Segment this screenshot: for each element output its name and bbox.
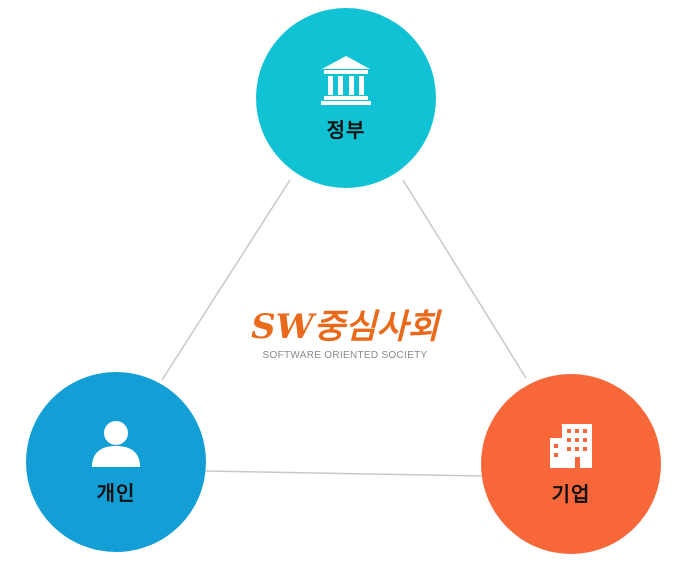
government-label: 정부 xyxy=(326,117,366,142)
person-node: 개인 xyxy=(26,372,206,552)
company-node: 기업 xyxy=(481,374,661,554)
office-building-icon xyxy=(546,422,596,470)
connector-person-company xyxy=(205,470,483,477)
connector-government-company xyxy=(402,179,527,379)
connector-government-person xyxy=(161,179,291,381)
building-columns-icon xyxy=(319,54,373,106)
sw-society-logo: SW중심사회 SOFTWARE ORIENTED SOCIETY xyxy=(250,306,440,361)
person-icon xyxy=(89,419,143,469)
person-label: 개인 xyxy=(96,480,136,505)
government-node: 정부 xyxy=(256,8,436,188)
logo-mark: SW중심사회 xyxy=(251,307,439,347)
company-label: 기업 xyxy=(551,481,591,506)
logo-tagline: SOFTWARE ORIENTED SOCIETY xyxy=(262,350,428,361)
